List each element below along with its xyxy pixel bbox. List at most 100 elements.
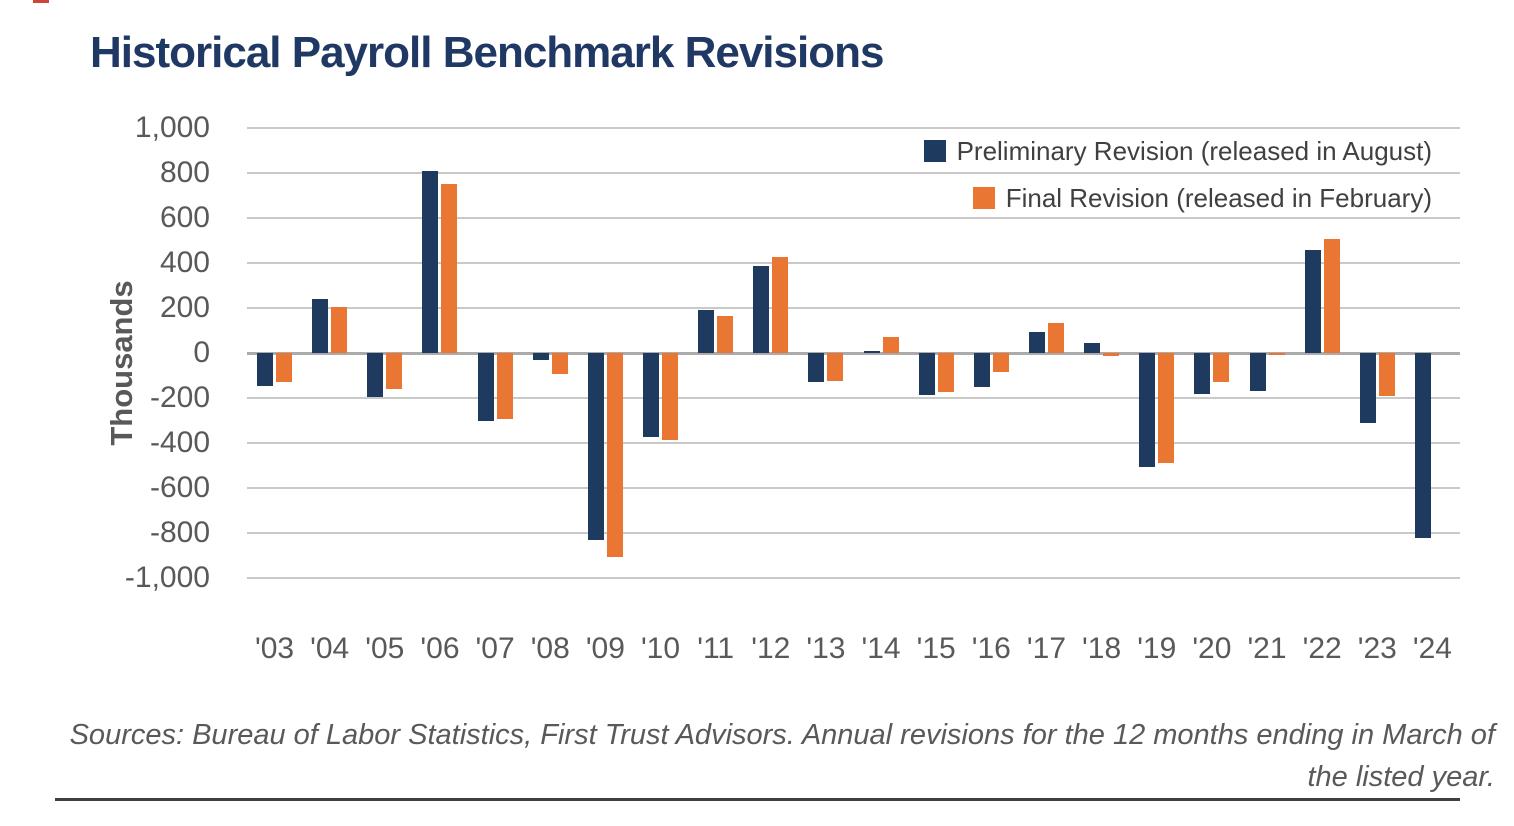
y-tick-label: -600 (149, 471, 210, 504)
y-tick-label: -800 (149, 516, 210, 549)
x-tick-label: '08 (530, 632, 570, 665)
bar-preliminary-17 (1028, 331, 1045, 353)
chart-title: Historical Payroll Benchmark Revisions (90, 28, 884, 77)
bar-final-03 (276, 353, 293, 383)
x-tick-label: '19 (1137, 632, 1177, 665)
source-note: Sources: Bureau of Labor Statistics, Fir… (69, 719, 1495, 793)
bottom-rule (55, 798, 1460, 801)
x-tick-label: '23 (1357, 632, 1397, 665)
x-tick-label: '20 (1192, 632, 1232, 665)
y-tick-label: 800 (159, 156, 210, 189)
y-tick-label: 0 (193, 336, 210, 369)
bar-preliminary-24 (1414, 353, 1431, 538)
bar-final-16 (992, 353, 1009, 373)
x-tick-label: '07 (475, 632, 515, 665)
x-tick-label: '14 (861, 632, 901, 665)
gridline (247, 397, 1460, 399)
bar-preliminary-14 (863, 350, 880, 353)
gridline (247, 532, 1460, 534)
y-tick-label: -200 (149, 381, 210, 414)
bar-preliminary-21 (1249, 353, 1266, 392)
y-tick-label: 400 (159, 246, 210, 279)
bar-preliminary-20 (1194, 353, 1211, 394)
bar-preliminary-11 (698, 310, 715, 353)
bar-preliminary-06 (422, 170, 439, 353)
x-tick-label: '06 (420, 632, 460, 665)
bar-final-05 (386, 353, 403, 389)
bar-final-21 (1268, 353, 1285, 356)
bar-final-12 (772, 257, 789, 353)
bar-preliminary-22 (1304, 249, 1321, 353)
x-tick-label: '11 (697, 632, 735, 665)
zero-gridline (247, 351, 1460, 355)
bar-preliminary-15 (918, 353, 935, 395)
legend: Preliminary Revision (released in August… (923, 135, 1432, 230)
bar-preliminary-12 (753, 266, 770, 353)
bar-final-18 (1103, 353, 1120, 357)
bar-final-09 (606, 353, 623, 557)
bar-preliminary-13 (808, 353, 825, 383)
bar-final-04 (331, 306, 348, 353)
y-tick-label: -400 (149, 426, 210, 459)
gridline (247, 307, 1460, 309)
y-tick-label: 200 (159, 291, 210, 324)
bar-final-08 (551, 353, 568, 375)
gridline (247, 217, 1460, 219)
bar-preliminary-19 (1139, 353, 1156, 467)
x-axis-labels: '03 '04 '05 '06 '07 '08 '09 '10 '11 '12 '13 '14 '15 '… (247, 632, 1460, 672)
x-tick-label: '13 (806, 632, 846, 665)
bar-preliminary-07 (477, 353, 494, 421)
x-tick-label: '15 (916, 632, 956, 665)
bar-preliminary-04 (312, 299, 329, 353)
legend-item-final: Final Revision (released in February) (924, 183, 1432, 213)
bar-preliminary-09 (587, 353, 604, 540)
final-swatch-icon (972, 187, 995, 209)
bar-final-13 (827, 353, 844, 382)
x-tick-label: '10 (640, 632, 681, 665)
gridline (247, 442, 1460, 444)
bar-preliminary-23 (1359, 353, 1376, 423)
bar-final-07 (496, 353, 513, 420)
preliminary-swatch-icon (923, 140, 946, 162)
screenshot-artifact (33, 0, 49, 3)
y-tick-label: 1,000 (134, 111, 210, 144)
x-tick-label: '05 (365, 632, 405, 665)
gridline (247, 262, 1460, 264)
y-axis-tick-labels: 1,000 800 600 400 200 0 -200 -400 -600 -800 -1,000 (60, 0, 210, 700)
bar-final-17 (1047, 322, 1064, 353)
gridline (247, 172, 1460, 174)
gridline (247, 487, 1460, 489)
bar-preliminary-03 (257, 353, 274, 386)
x-tick-label: '12 (751, 632, 791, 665)
bar-preliminary-05 (367, 353, 384, 397)
bar-final-11 (717, 315, 734, 353)
bar-final-10 (662, 353, 679, 440)
x-tick-label: '09 (585, 632, 625, 665)
x-tick-label: '22 (1302, 632, 1342, 665)
legend-item-preliminary: Preliminary Revision (released in August… (923, 135, 1432, 166)
x-tick-label: '03 (255, 632, 295, 665)
y-tick-label: 600 (159, 201, 210, 234)
bar-final-14 (882, 337, 899, 353)
x-tick-label: '24 (1412, 632, 1452, 665)
x-tick-label: '18 (1082, 632, 1122, 665)
bar-preliminary-10 (643, 353, 660, 438)
x-tick-label: '16 (971, 632, 1011, 665)
bar-final-20 (1213, 353, 1230, 383)
x-tick-label: '21 (1247, 632, 1287, 665)
bar-preliminary-18 (1084, 342, 1101, 353)
bar-final-06 (441, 184, 458, 353)
bar-final-15 (937, 353, 954, 393)
plot-area: Preliminary Revision (released in August… (247, 127, 1460, 579)
bar-final-22 (1323, 239, 1340, 353)
x-tick-label: '17 (1026, 632, 1067, 665)
bar-final-19 (1158, 353, 1175, 464)
legend-label-final: Final Revision (released in February) (1005, 182, 1432, 213)
gridline (247, 127, 1460, 129)
bar-preliminary-16 (973, 353, 990, 387)
gridline (247, 577, 1460, 579)
x-tick-label: '04 (310, 632, 350, 665)
legend-label-preliminary: Preliminary Revision (released in August… (956, 135, 1432, 166)
y-tick-label: -1,000 (124, 561, 210, 594)
